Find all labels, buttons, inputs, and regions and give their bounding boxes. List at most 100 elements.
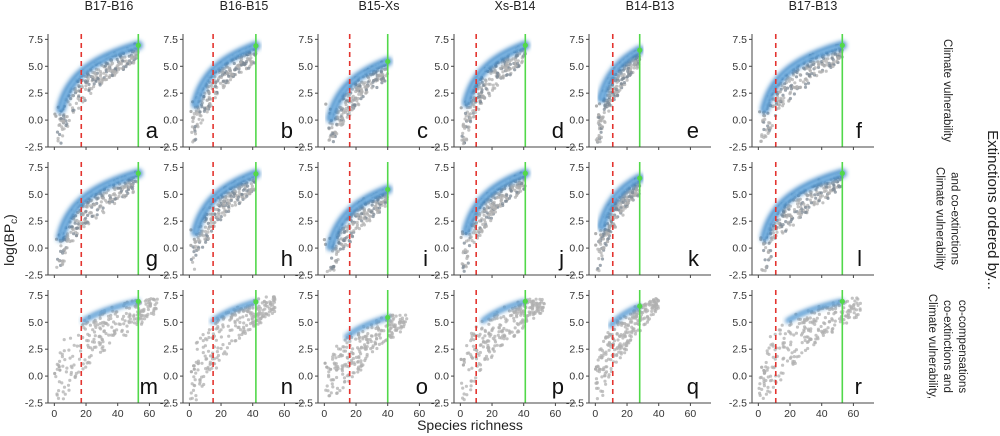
scatter-point: [501, 194, 505, 198]
scatter-point: [113, 197, 117, 201]
scatter-point: [597, 257, 601, 261]
scatter-point: [517, 184, 521, 188]
scatter-point: [781, 102, 786, 106]
scatter-point: [145, 298, 149, 302]
scatter-point: [213, 212, 217, 216]
scatter-point: [493, 210, 497, 214]
scatter-point: [470, 379, 474, 383]
scatter-point: [483, 329, 488, 334]
scatter-point: [344, 106, 348, 111]
scatter-point: [516, 62, 520, 66]
x-tick-label: 40: [112, 408, 124, 420]
scatter-point: [209, 104, 213, 108]
scatter-point: [201, 118, 205, 122]
scatter-point: [237, 333, 241, 337]
panel-m: -2.50.02.55.07.50 20 40 60m: [25, 290, 170, 420]
scatter-point: [358, 335, 362, 339]
scatter-point: [209, 362, 213, 366]
scatter-point: [459, 357, 463, 361]
scatter-point: [270, 307, 274, 311]
y-tick-label: 0.0: [163, 115, 178, 127]
scatter-point: [77, 106, 81, 110]
y-tick-label: 7.5: [163, 290, 178, 302]
scatter-point: [785, 359, 790, 363]
scatter-point: [354, 85, 358, 89]
scatter-point: [607, 109, 611, 113]
scatter-point: [370, 334, 374, 338]
y-tick-label: 2.5: [28, 344, 43, 356]
scatter-point: [70, 225, 74, 229]
scatter-point: [781, 345, 785, 349]
scatter-point: [787, 99, 791, 103]
scatter-point: [528, 299, 532, 304]
scatter-point: [362, 209, 367, 213]
scatter-point: [219, 218, 223, 222]
scatter-point: [760, 268, 764, 272]
scatter-point: [764, 128, 768, 132]
scatter-point: [491, 336, 495, 340]
scatter-point: [798, 214, 802, 218]
scatter-point: [366, 80, 370, 84]
scatter-point: [261, 315, 265, 319]
scatter-point: [237, 201, 241, 206]
scatter-point: [57, 259, 61, 263]
scatter-point: [781, 223, 785, 227]
scatter-point: [805, 66, 809, 70]
scatter-point: [228, 67, 232, 71]
scatter-point: [478, 343, 482, 347]
scatter-point: [383, 67, 387, 71]
scatter-point: [650, 309, 654, 313]
scatter-point: [337, 122, 341, 126]
scatter-point: [155, 301, 159, 305]
scatter-point: [103, 78, 107, 82]
scatter-point: [600, 257, 605, 261]
scatter-point: [237, 190, 241, 194]
panel-f: -2.50.02.55.07.5f: [729, 34, 874, 154]
scatter-point: [649, 302, 653, 306]
scatter-point: [492, 207, 497, 211]
scatter-point: [789, 355, 793, 359]
scatter-point: [135, 54, 139, 58]
scatter-point: [516, 59, 520, 63]
scatter-point: [852, 316, 857, 320]
scatter-point: [628, 68, 633, 72]
scatter-point: [794, 75, 799, 79]
scatter-point: [807, 205, 811, 209]
scatter-point: [60, 381, 64, 385]
y-tick-label: 0.0: [28, 371, 43, 383]
scatter-point: [481, 94, 485, 98]
scatter-point: [110, 325, 114, 329]
x-tick-label: 20: [350, 408, 362, 420]
scatter-point: [344, 236, 348, 240]
scatter-point: [762, 248, 766, 253]
scatter-point: [599, 233, 603, 237]
scatter-point: [594, 377, 599, 381]
scatter-point: [822, 321, 826, 325]
scatter-point: [205, 357, 209, 361]
panel-letter: g: [146, 246, 158, 271]
scatter-point: [783, 332, 788, 336]
scatter-point: [62, 349, 66, 353]
scatter-point: [332, 378, 336, 382]
scatter-point: [465, 118, 470, 123]
scatter-point: [91, 328, 95, 332]
scatter-point: [189, 109, 193, 114]
scatter-point: [148, 302, 152, 306]
scatter-point: [771, 355, 775, 359]
panel-letter: m: [140, 374, 158, 399]
scatter-point: [478, 363, 483, 367]
scatter-point: [331, 357, 335, 361]
scatter-point: [777, 221, 781, 225]
scatter-point: [229, 317, 233, 321]
scatter-point: [86, 332, 90, 336]
scatter-point: [351, 371, 355, 375]
scatter-point: [240, 192, 244, 196]
scatter-point: [395, 328, 399, 332]
scatter-point: [82, 225, 86, 229]
scatter-point: [521, 326, 525, 330]
scatter-point: [200, 105, 204, 109]
scatter-point: [59, 244, 63, 248]
scatter-point: [605, 105, 609, 109]
scatter-point: [76, 226, 80, 230]
scatter-point: [606, 231, 610, 236]
